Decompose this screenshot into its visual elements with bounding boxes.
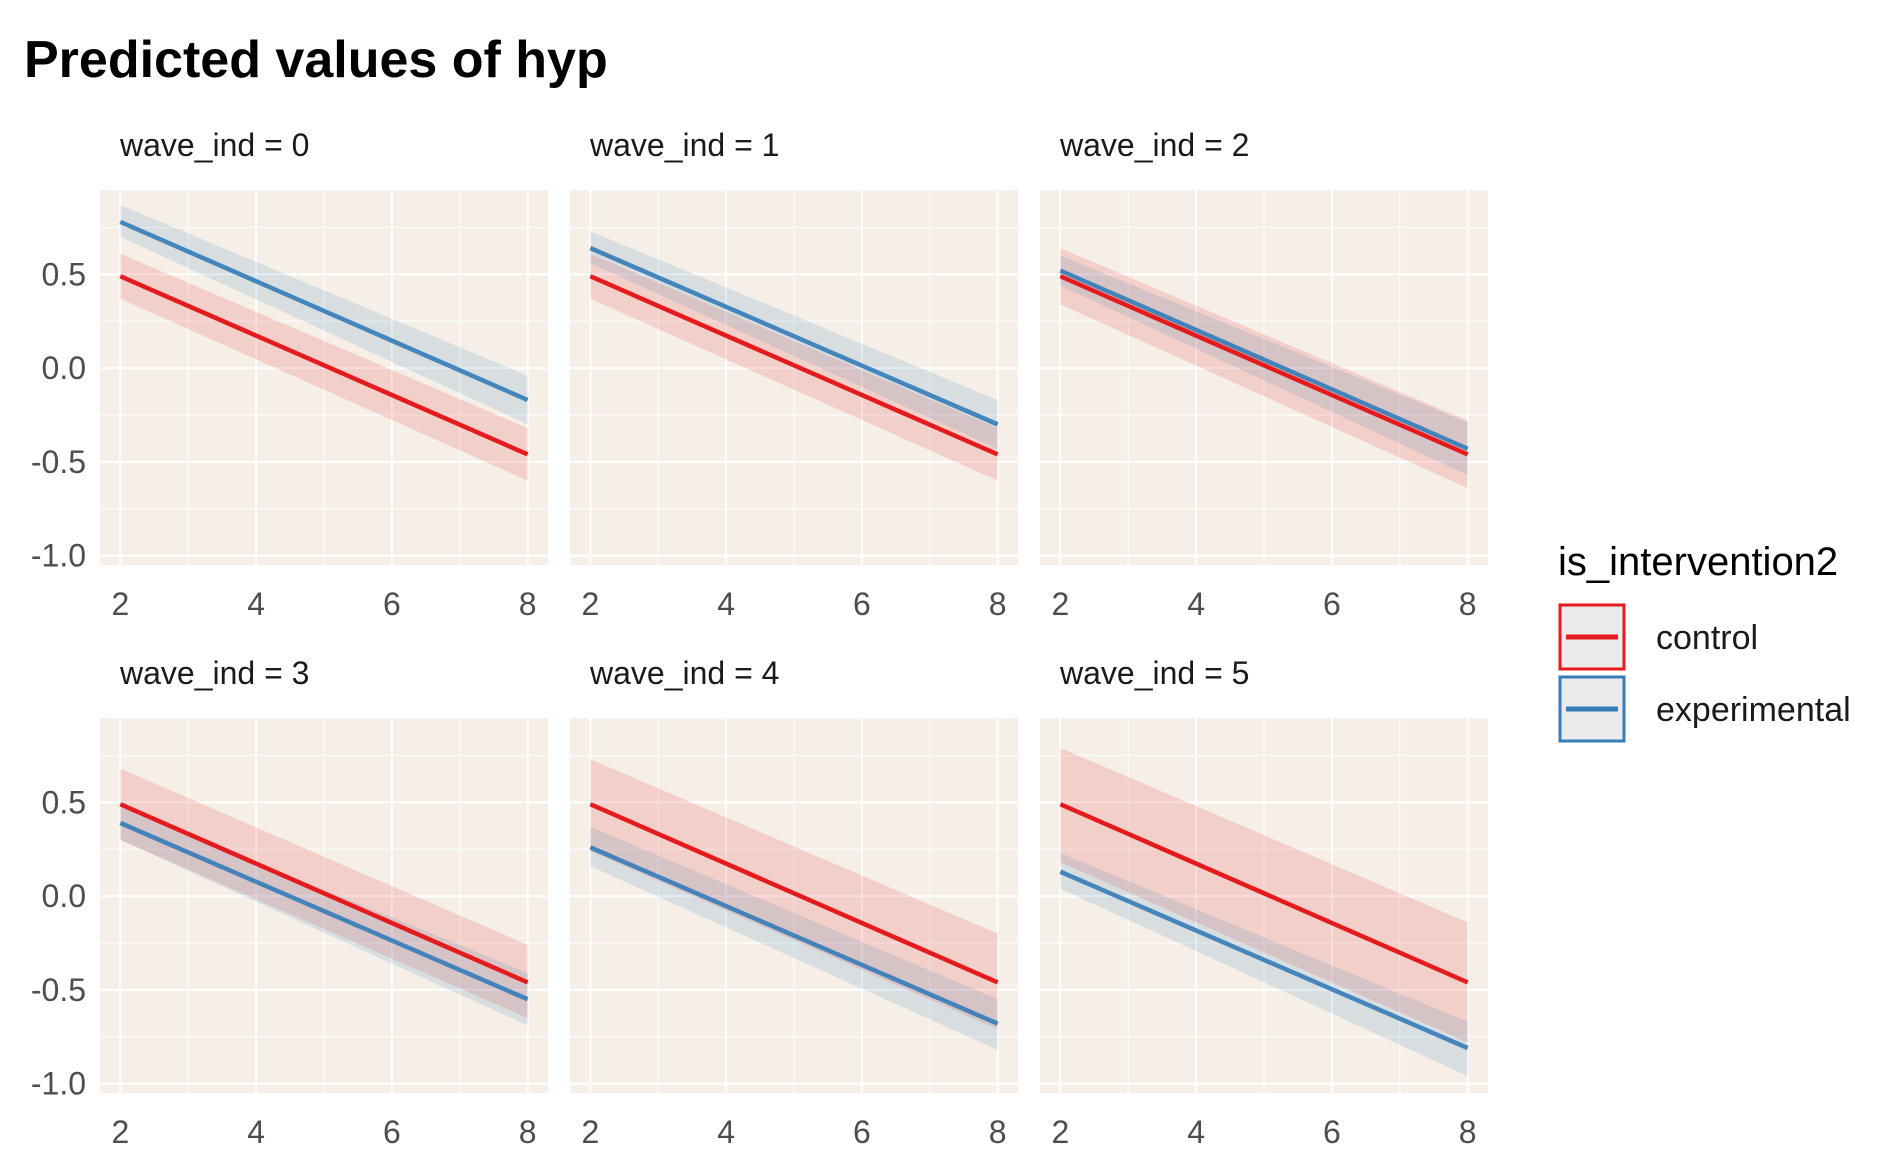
x-tick-label: 8 xyxy=(1459,1114,1477,1150)
series-line-control xyxy=(1059,274,1469,457)
x-tick-label: 2 xyxy=(581,586,599,622)
y-tick-label: -1.0 xyxy=(31,1066,86,1102)
legend-label: control xyxy=(1656,619,1758,657)
x-tick-label: 6 xyxy=(853,586,871,622)
x-tick-label: 2 xyxy=(111,586,129,622)
series-line-control xyxy=(119,274,529,457)
x-tick-label: 4 xyxy=(247,586,265,622)
panel-strip-label: wave_ind = 2 xyxy=(1059,127,1249,163)
series-line-experimental xyxy=(1059,268,1469,451)
x-tick-label: 4 xyxy=(717,1114,735,1150)
panel-strip-label: wave_ind = 4 xyxy=(589,655,779,691)
y-tick-label: 0.0 xyxy=(42,350,86,386)
series-line-experimental xyxy=(119,219,529,403)
panel-strip-label: wave_ind = 0 xyxy=(119,127,309,163)
panel-strip-label: wave_ind = 3 xyxy=(119,655,309,691)
x-tick-label: 6 xyxy=(383,586,401,622)
y-tick-label: -1.0 xyxy=(31,538,86,574)
x-tick-label: 8 xyxy=(519,1114,537,1150)
x-tick-label: 6 xyxy=(1323,1114,1341,1150)
x-tick-label: 2 xyxy=(581,1114,599,1150)
series-line-control xyxy=(1059,802,1469,985)
x-tick-label: 4 xyxy=(247,1114,265,1150)
ribbon-experimental xyxy=(120,806,528,1026)
y-tick-label: 0.5 xyxy=(42,256,86,292)
chart-title: Predicted values of hyp xyxy=(24,31,608,89)
x-tick-label: 4 xyxy=(1187,586,1205,622)
series-line-control xyxy=(119,802,529,985)
x-tick-label: 6 xyxy=(853,1114,871,1150)
ribbon-control xyxy=(1060,248,1468,489)
y-tick-label: -0.5 xyxy=(31,444,86,480)
y-tick-label: -0.5 xyxy=(31,972,86,1008)
series-line-experimental xyxy=(589,246,999,427)
x-tick-label: 6 xyxy=(1323,586,1341,622)
x-tick-label: 2 xyxy=(1051,1114,1069,1150)
legend-label: experimental xyxy=(1656,691,1851,729)
x-tick-label: 8 xyxy=(989,586,1007,622)
x-tick-label: 8 xyxy=(1459,586,1477,622)
y-tick-label: 0.5 xyxy=(42,784,86,820)
x-tick-label: 4 xyxy=(717,586,735,622)
panel-strip-label: wave_ind = 5 xyxy=(1059,655,1249,691)
legend-title: is_intervention2 xyxy=(1558,540,1838,584)
ribbon-experimental xyxy=(120,205,528,425)
panel-strip-label: wave_ind = 1 xyxy=(589,127,779,163)
series-line-control xyxy=(589,274,999,457)
series-line-experimental xyxy=(1059,869,1469,1051)
x-tick-label: 4 xyxy=(1187,1114,1205,1150)
series-line-experimental xyxy=(119,820,529,1002)
series-line-control xyxy=(589,802,999,985)
x-tick-label: 8 xyxy=(519,586,537,622)
x-tick-label: 2 xyxy=(1051,586,1069,622)
y-tick-label: 0.0 xyxy=(42,878,86,914)
ribbon-experimental xyxy=(1060,853,1468,1077)
ribbon-experimental xyxy=(590,231,998,449)
series-line-experimental xyxy=(589,845,999,1026)
x-tick-label: 6 xyxy=(383,1114,401,1150)
x-tick-label: 8 xyxy=(989,1114,1007,1150)
x-tick-label: 2 xyxy=(111,1114,129,1150)
ribbon-experimental xyxy=(590,826,998,1050)
